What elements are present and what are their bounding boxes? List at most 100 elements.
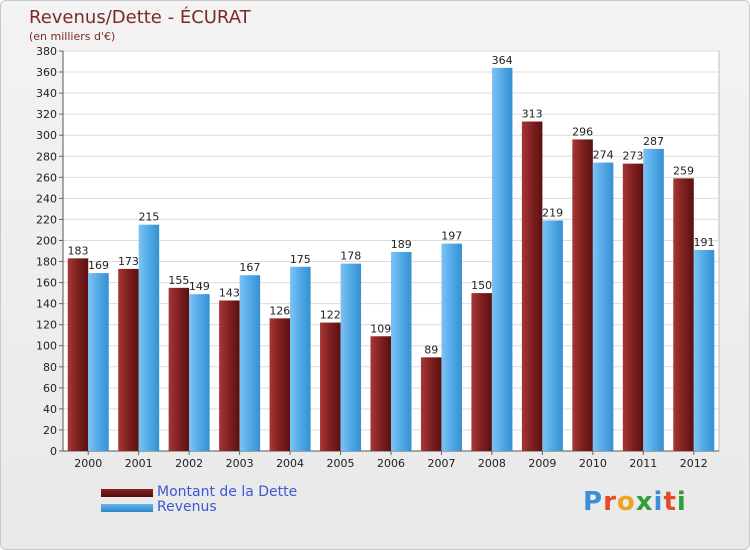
- y-tick-label: 180: [36, 256, 57, 269]
- logo-letter: r: [603, 487, 617, 517]
- value-label-revenue: 287: [643, 135, 664, 148]
- x-tick-label: 2002: [175, 457, 203, 470]
- y-tick-label: 80: [43, 361, 57, 374]
- x-tick-label: 2003: [226, 457, 254, 470]
- value-label-debt: 313: [522, 108, 543, 121]
- value-label-revenue: 189: [391, 238, 412, 251]
- x-tick-label: 2000: [74, 457, 102, 470]
- value-label-debt: 126: [269, 304, 290, 317]
- value-label-revenue: 167: [239, 261, 260, 274]
- y-tick-label: 380: [36, 45, 57, 58]
- bar-revenue: [189, 294, 210, 451]
- bar-revenue: [491, 67, 513, 451]
- y-tick-label: 20: [43, 424, 57, 437]
- value-label-revenue: 175: [290, 253, 311, 266]
- bar-revenue: [441, 243, 462, 451]
- value-label-debt: 89: [424, 343, 438, 356]
- bar-debt: [320, 322, 341, 451]
- bar-revenue: [542, 220, 563, 451]
- bar-revenue: [138, 224, 160, 451]
- bar-debt: [269, 318, 291, 451]
- bar-debt: [67, 258, 89, 451]
- logo-letter: i: [676, 487, 687, 517]
- bar-debt: [168, 287, 190, 451]
- y-tick-label: 60: [43, 382, 57, 395]
- proxiti-logo: Proxiti: [583, 487, 687, 517]
- value-label-debt: 173: [118, 255, 139, 268]
- y-tick-label: 260: [36, 171, 57, 184]
- x-tick-label: 2007: [427, 457, 455, 470]
- bar-revenue: [693, 249, 715, 451]
- value-label-debt: 296: [572, 125, 593, 138]
- y-tick-label: 340: [36, 87, 57, 100]
- y-tick-label: 200: [36, 234, 57, 247]
- legend-swatch-debt: [101, 489, 153, 497]
- y-tick-label: 160: [36, 277, 57, 290]
- bar-revenue: [643, 148, 664, 452]
- x-tick-label: 2012: [680, 457, 708, 470]
- logo-letter: t: [663, 487, 677, 517]
- y-tick-label: 100: [36, 340, 57, 353]
- bar-debt: [118, 268, 139, 451]
- value-label-debt: 155: [168, 274, 189, 287]
- x-tick-label: 2010: [579, 457, 607, 470]
- bar-debt: [622, 163, 644, 451]
- y-tick-label: 360: [36, 66, 57, 79]
- x-tick-label: 2006: [377, 457, 405, 470]
- value-label-revenue: 178: [340, 250, 361, 263]
- x-tick-label: 2004: [276, 457, 304, 470]
- value-label-revenue: 274: [593, 149, 614, 162]
- bar-revenue: [290, 266, 311, 451]
- value-label-debt: 122: [320, 309, 341, 322]
- y-tick-label: 140: [36, 298, 57, 311]
- bar-revenue: [340, 263, 362, 451]
- logo-letter: x: [635, 487, 654, 517]
- x-tick-label: 2005: [327, 457, 355, 470]
- value-label-revenue: 197: [441, 230, 462, 243]
- value-label-debt: 273: [623, 150, 644, 163]
- y-tick-label: 240: [36, 192, 57, 205]
- x-tick-label: 2011: [629, 457, 657, 470]
- value-label-revenue: 364: [492, 54, 513, 67]
- logo-letter: P: [583, 487, 604, 517]
- legend-label-revenue: Revenus: [157, 499, 217, 515]
- bar-revenue: [239, 275, 261, 451]
- value-label-debt: 183: [67, 244, 88, 257]
- value-label-revenue: 191: [694, 236, 715, 249]
- bar-layer: [67, 67, 715, 452]
- y-tick-label: 40: [43, 403, 57, 416]
- value-label-debt: 259: [673, 164, 694, 177]
- bar-debt: [471, 293, 492, 451]
- value-label-revenue: 215: [138, 211, 159, 224]
- bar-debt: [521, 121, 543, 452]
- value-label-revenue: 169: [88, 259, 109, 272]
- y-tick-label: 120: [36, 319, 57, 332]
- value-label-debt: 109: [370, 322, 391, 335]
- axis-layer: 0 20 40 60 80 100 120 140 160 180 200 220 240 260 280 3…: [36, 45, 719, 470]
- legend-label-debt: Montant de la Dette: [157, 484, 298, 500]
- chart-title: Revenus/Dette - ÉCURAT: [29, 7, 251, 28]
- bar-debt: [370, 336, 391, 451]
- x-tick-label: 2008: [478, 457, 506, 470]
- value-label-debt: 143: [219, 286, 240, 299]
- value-label-revenue: 149: [189, 280, 210, 293]
- y-tick-label: 220: [36, 213, 57, 226]
- legend-swatch-revenue: [101, 504, 153, 512]
- bar-debt: [420, 357, 442, 451]
- y-tick-label: 320: [36, 108, 57, 121]
- x-tick-label: 2009: [528, 457, 556, 470]
- value-label-debt: 150: [471, 279, 492, 292]
- bar-revenue: [391, 252, 412, 451]
- y-tick-label: 280: [36, 150, 57, 163]
- x-tick-label: 2001: [125, 457, 153, 470]
- logo-letter: o: [616, 487, 636, 517]
- bar-revenue: [88, 273, 109, 451]
- bar-debt: [673, 178, 694, 452]
- bar-debt: [219, 300, 240, 451]
- bar-debt: [572, 139, 593, 451]
- value-label-revenue: 219: [542, 206, 563, 219]
- y-tick-label: 300: [36, 129, 57, 142]
